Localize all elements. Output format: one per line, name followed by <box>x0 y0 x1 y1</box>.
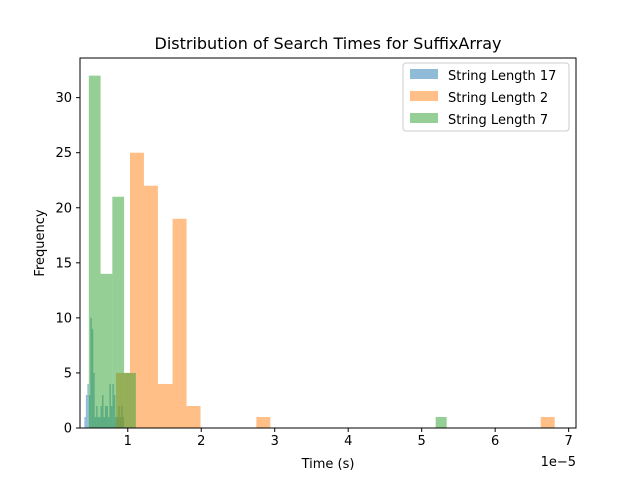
y-tick-label: 30 <box>55 91 72 106</box>
y-tick-label: 25 <box>55 146 72 161</box>
legend-frame <box>402 62 570 132</box>
histogram-bar-series-0-bin-1 <box>85 394 88 428</box>
histogram-bar-series-1-bin-2 <box>143 185 158 428</box>
legend-swatch-length-2 <box>410 91 438 101</box>
histogram-bar-series-1-bin-4 <box>172 218 187 428</box>
y-tick-label: 15 <box>55 256 72 271</box>
plot-frame <box>79 57 577 429</box>
y-axis-label: Frequency <box>33 209 48 276</box>
histogram-bar-series-1-bin-7 <box>540 416 555 428</box>
histogram-bar-series-2-bin-4 <box>435 416 447 428</box>
chart-title: Distribution of Search Times for SuffixA… <box>155 34 502 53</box>
x-tick-label: 2 <box>197 434 205 449</box>
x-tick-label: 6 <box>491 434 499 449</box>
histogram-bar-series-2-bin-2 <box>112 196 125 428</box>
bars-layer <box>84 75 555 429</box>
y-tick-label: 20 <box>55 201 72 216</box>
x-axis: 1 2 3 4 5 6 7 <box>124 428 573 449</box>
legend-swatch-length-7 <box>410 113 438 123</box>
x-tick-label: 5 <box>418 434 426 449</box>
histogram-bar-series-2-bin-3 <box>124 372 136 428</box>
histogram-bar-series-0-bin-0 <box>84 416 86 428</box>
x-tick-label: 7 <box>565 434 573 449</box>
histogram-bar-series-2-bin-1 <box>100 273 113 428</box>
legend-label-length-7: String Length 7 <box>448 113 548 128</box>
y-tick-label: 5 <box>64 366 72 381</box>
histogram-bar-series-1-bin-5 <box>186 405 201 428</box>
y-tick-label: 10 <box>55 311 72 326</box>
histogram-bar-series-1-bin-6 <box>256 416 271 428</box>
histogram-bar-series-1-bin-1 <box>129 152 144 428</box>
legend-label-length-17: String Length 17 <box>448 69 556 84</box>
histogram-bar-series-1-bin-3 <box>157 383 173 428</box>
histogram-bar-series-0-bin-2 <box>87 383 89 428</box>
y-axis: 0 5 10 15 20 25 30 <box>55 91 80 437</box>
x-axis-label: Time (s) <box>301 457 355 472</box>
histogram-bar-series-2-bin-0 <box>88 75 101 429</box>
x-tick-label: 3 <box>271 434 279 449</box>
x-tick-label: 1 <box>124 434 132 449</box>
x-axis-offset-label: 1e−5 <box>541 455 576 470</box>
legend: String Length 17 String Length 2 String … <box>402 62 570 132</box>
x-tick-label: 4 <box>344 434 352 449</box>
legend-swatch-length-17 <box>410 69 438 79</box>
legend-label-length-2: String Length 2 <box>448 91 548 106</box>
y-tick-label: 0 <box>64 422 72 437</box>
